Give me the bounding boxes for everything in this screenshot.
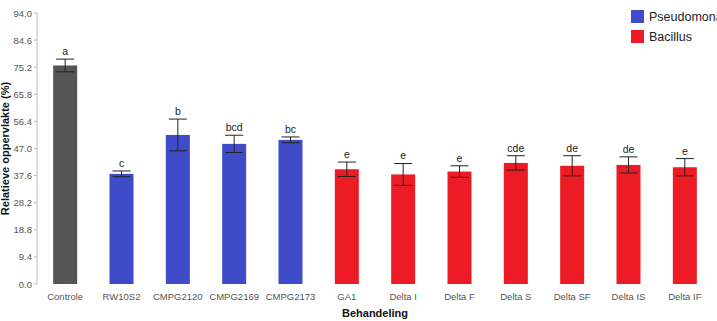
bar (166, 135, 190, 284)
y-tick-label: 75.2 (14, 62, 33, 73)
bar (448, 172, 472, 284)
group-letter: e (682, 145, 688, 157)
y-tick-label: 56.4 (14, 116, 33, 127)
bar (53, 65, 77, 284)
y-tick-label: 94.0 (14, 8, 33, 19)
x-tick-label: Delta F (444, 291, 475, 302)
y-tick (34, 94, 37, 95)
group-letter: e (400, 149, 406, 161)
y-tick-label: 47.0 (14, 143, 33, 154)
y-tick-label: 65.8 (14, 89, 33, 100)
y-tick (34, 256, 37, 257)
error-bar (394, 163, 412, 185)
y-tick-label: 84.6 (14, 35, 33, 46)
x-tick-label: Delta IF (668, 291, 701, 302)
legend-label: Bacillus (649, 30, 692, 44)
group-letter: e (457, 152, 463, 164)
y-tick-label: 0.0 (19, 279, 32, 290)
bar (504, 163, 528, 284)
group-letter: e (344, 148, 350, 160)
bar (617, 165, 641, 284)
y-tick (34, 284, 37, 285)
y-tick (34, 229, 37, 230)
y-tick (34, 13, 37, 14)
error-bar (225, 135, 243, 152)
group-letter: bc (285, 123, 296, 135)
y-tick (34, 175, 37, 176)
bars (53, 59, 697, 284)
error-bar (56, 59, 74, 72)
group-letter: a (62, 45, 68, 57)
legend-label: Pseudomonas (649, 10, 717, 24)
x-tick-label: CMPG2173 (266, 291, 316, 302)
chart: 0.0 9.4 18.8 28.2 37.6 47.0 56.4 65.8 75.2 84.6 94… (0, 0, 717, 321)
bar (391, 174, 415, 284)
x-tick-label: Controle (47, 291, 83, 302)
bar (673, 167, 697, 284)
bar (279, 140, 303, 284)
legend-swatch (631, 10, 644, 23)
error-bar (113, 171, 131, 177)
x-tick-label: CMPG2120 (153, 291, 203, 302)
bar (222, 144, 246, 284)
y-axis-title: Relatieve oppervlakte (%) (0, 82, 11, 216)
bar (110, 174, 134, 284)
x-tick-label: Delta S (500, 291, 531, 302)
y-tick (34, 202, 37, 203)
x-tick-label: CMPG2169 (209, 291, 259, 302)
group-letter: b (175, 105, 181, 117)
group-letter: c (119, 157, 124, 169)
y-tick-label: 37.6 (14, 170, 33, 181)
error-bar (338, 162, 356, 176)
x-tick-label: RW10S2 (103, 291, 141, 302)
error-bar (507, 156, 525, 170)
x-tick-label: GA1 (337, 291, 356, 302)
y-tick-label: 18.8 (14, 224, 33, 235)
y-tick-label: 9.4 (19, 251, 32, 262)
x-tick-label: Delta SF (554, 291, 591, 302)
y-tick-label: 28.2 (14, 197, 33, 208)
group-letter: de (623, 143, 635, 155)
error-bar (169, 119, 187, 151)
error-bar (451, 166, 469, 178)
x-tick-label: Delta IS (612, 291, 646, 302)
group-letter: cde (507, 142, 524, 154)
bar (335, 169, 359, 284)
group-letter: de (566, 142, 578, 154)
legend-swatch (631, 30, 644, 43)
group-letter: bcd (226, 121, 243, 133)
x-axis-title: Behandeling (342, 307, 408, 319)
bar (560, 166, 584, 284)
y-tick (34, 121, 37, 122)
error-bar (620, 157, 638, 173)
y-tick (34, 67, 37, 68)
y-tick (34, 40, 37, 41)
y-tick (34, 148, 37, 149)
error-bar (282, 137, 300, 143)
x-tick-label: Delta I (389, 291, 416, 302)
error-bar (676, 159, 694, 176)
error-bar (563, 156, 581, 176)
